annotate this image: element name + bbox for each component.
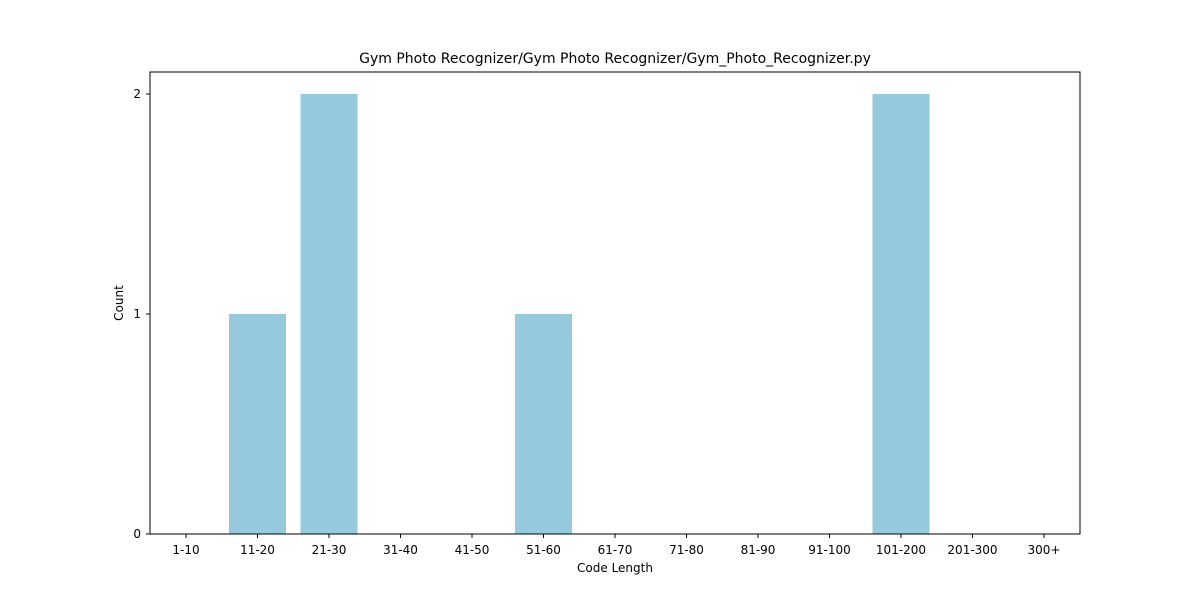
- y-tick-label: 0: [133, 527, 141, 541]
- bar-11-20: [229, 314, 286, 534]
- x-axis-ticks: 1-10 11-20 21-30 31-40 41-50 51-60 61-70 71-80 8…: [172, 534, 1060, 557]
- y-tick-label: 2: [133, 87, 141, 101]
- chart-title: Gym Photo Recognizer/Gym Photo Recognize…: [359, 51, 871, 67]
- x-tick-label: 21-30: [312, 543, 347, 557]
- bar-51-60: [515, 314, 572, 534]
- x-axis-label: Code Length: [577, 561, 653, 575]
- x-tick-label: 1-10: [172, 543, 199, 557]
- y-tick-label: 1: [133, 307, 141, 321]
- x-tick-label: 61-70: [598, 543, 633, 557]
- x-tick-label: 41-50: [455, 543, 490, 557]
- x-tick-label: 101-200: [876, 543, 926, 557]
- x-tick-label: 11-20: [240, 543, 275, 557]
- bar-group: [229, 94, 930, 534]
- plot-frame: [149, 71, 1081, 535]
- y-axis-label: Count: [112, 285, 126, 321]
- x-tick-label: 51-60: [526, 543, 561, 557]
- y-axis-ticks: 0 1 2: [133, 87, 150, 541]
- x-tick-label: 71-80: [669, 543, 704, 557]
- x-tick-label: 31-40: [383, 543, 418, 557]
- x-tick-label: 91-100: [808, 543, 851, 557]
- bar-21-30: [300, 94, 358, 534]
- x-tick-label: 201-300: [947, 543, 997, 557]
- x-tick-label: 300+: [1028, 543, 1061, 557]
- x-tick-label: 81-90: [741, 543, 776, 557]
- bar-101-200: [872, 94, 930, 534]
